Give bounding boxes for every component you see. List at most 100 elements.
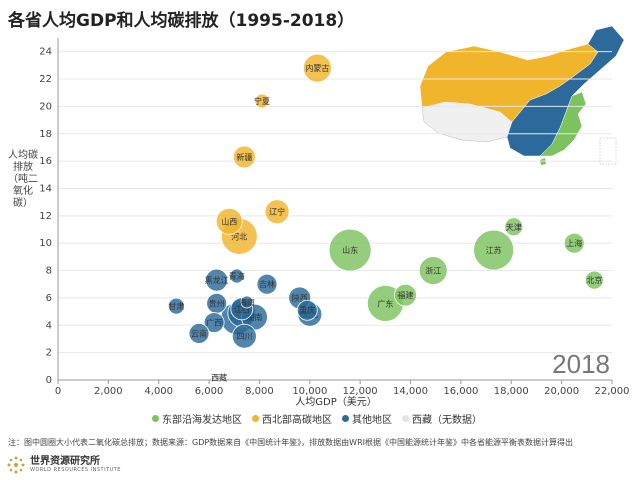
- legend-dot: [402, 415, 409, 422]
- bubble-重庆[interactable]: 重庆: [296, 299, 318, 321]
- bubble-circle: [504, 217, 524, 237]
- bubble-label: 上海: [566, 238, 582, 248]
- bubble-label: 北京: [586, 275, 602, 285]
- legend-item: 其他地区: [342, 411, 392, 426]
- bubble-label: 山西: [221, 216, 237, 226]
- x-tick-label: 18,000: [494, 386, 529, 397]
- bubble-circle: [473, 229, 515, 271]
- bubble-circle: [188, 323, 210, 344]
- bubble-circle: [229, 268, 245, 284]
- bubble-四川[interactable]: 四川: [231, 323, 257, 349]
- bubble-label: 内蒙古: [305, 63, 329, 73]
- bubble-吉林[interactable]: 吉林: [256, 273, 278, 295]
- footnote: 注：图中圆圈大小代表二氧化碳总排放；数据来源：GDP数据来自《中国统计年鉴》，排…: [8, 438, 574, 447]
- bubble-宁夏[interactable]: 宁夏: [254, 93, 270, 109]
- bubble-贵州[interactable]: 贵州: [206, 292, 228, 314]
- bubble-内蒙古[interactable]: 内蒙古: [302, 53, 332, 83]
- bubble-label: 湖南: [246, 312, 262, 322]
- bubble-浙江[interactable]: 浙江: [418, 256, 448, 285]
- legend-item: 西北部高碳地区: [252, 411, 332, 426]
- bubble-circle: [563, 232, 585, 254]
- bubble-label: 天津: [506, 222, 522, 232]
- bubble-甘肃[interactable]: 甘肃: [167, 297, 185, 315]
- bubble-circle: [203, 312, 225, 333]
- wri-logo-icon: [7, 456, 25, 474]
- bubble-circle: [296, 299, 318, 321]
- bubble-circle: [584, 270, 604, 290]
- bubble-黑龙江[interactable]: 黑龙江: [205, 268, 229, 292]
- x-tick-label: 16,000: [443, 386, 478, 397]
- y-tick-label: 6: [46, 293, 52, 304]
- bubble-circle: [215, 373, 223, 381]
- x-tick-label: 22,000: [595, 386, 630, 397]
- bubble-circle: [418, 256, 448, 285]
- legend-dot: [342, 415, 349, 422]
- map-east-region: [539, 91, 587, 157]
- bubble-北京[interactable]: 北京: [584, 270, 604, 290]
- logo-name: 世界资源研究所: [30, 456, 100, 467]
- china-map-inset: [419, 25, 625, 165]
- x-tick-label: 12,000: [343, 386, 378, 397]
- legend-label: 西藏（无数据）: [412, 415, 482, 426]
- y-tick-label: 8: [46, 266, 52, 277]
- year-label: 2018: [552, 349, 610, 379]
- bubble-label: 辽宁: [269, 207, 285, 217]
- bubble-circle: [302, 53, 332, 83]
- bubble-label: 陕西: [292, 293, 308, 303]
- bubble-layer: 山东江苏河北广东河南内蒙古浙江安徽山西湖南辽宁湖北四川新疆福建黑龙江陕西江西上海…: [167, 53, 604, 382]
- bubble-label: 广西: [206, 318, 222, 328]
- bubble-circle: [264, 199, 290, 225]
- bubble-circle: [232, 145, 256, 169]
- wri-logo: 世界资源研究所 WORLD RESOURCES INSTITUTE: [6, 455, 121, 475]
- bubble-label: 宁夏: [254, 96, 270, 106]
- bubble-label: 新疆: [236, 152, 252, 162]
- y-tick-label: 20: [39, 101, 52, 112]
- y-axis-label: 人均碳排放（吨二氧化碳）: [8, 150, 38, 210]
- bubble-label: 河北: [231, 231, 247, 241]
- x-tick-label: 20,000: [544, 386, 579, 397]
- bubble-circle: [394, 283, 417, 307]
- y-tick-label: 18: [39, 129, 52, 140]
- bubble-广西[interactable]: 广西: [203, 312, 225, 333]
- bubble-circle: [328, 228, 372, 272]
- legend-dot: [252, 415, 259, 422]
- bubble-label: 贵州: [209, 298, 225, 308]
- bubble-山西[interactable]: 山西: [215, 207, 243, 235]
- bubble-label: 云南: [191, 328, 207, 338]
- bubble-label: 海南: [239, 297, 255, 307]
- bubble-label: 青海: [229, 271, 245, 281]
- bubble-label: 山东: [342, 245, 358, 255]
- x-tick-label: 6,000: [195, 386, 224, 397]
- bubble-海南[interactable]: 海南: [239, 295, 255, 309]
- bubble-云南[interactable]: 云南: [188, 323, 210, 344]
- bubble-山东[interactable]: 山东: [328, 228, 372, 272]
- bubble-label: 广东: [377, 298, 393, 308]
- bubble-辽宁[interactable]: 辽宁: [264, 199, 290, 225]
- legend-item: 东部沿海发达地区: [152, 411, 242, 426]
- x-tick-label: 0: [55, 386, 61, 397]
- bubble-circle: [254, 93, 270, 109]
- bubble-上海[interactable]: 上海: [563, 232, 585, 254]
- bubble-label: 江苏: [486, 245, 502, 255]
- bubble-新疆[interactable]: 新疆: [232, 145, 256, 169]
- bubble-label: 四川: [236, 332, 252, 341]
- x-tick-label: 8,000: [245, 386, 274, 397]
- legend-item: 西藏（无数据）: [402, 411, 482, 426]
- bubble-label: 吉林: [259, 279, 275, 289]
- bubble-circle: [215, 207, 243, 235]
- y-tick-label: 2: [46, 348, 52, 359]
- y-tick-label: 4: [46, 320, 52, 331]
- x-tick-label: 4,000: [144, 386, 173, 397]
- bubble-福建[interactable]: 福建: [394, 283, 417, 307]
- bubble-天津[interactable]: 天津: [504, 217, 524, 237]
- bubble-circle: [205, 268, 229, 292]
- bubble-label: 黑龙江: [205, 275, 229, 285]
- y-tick-label: 24: [39, 47, 52, 58]
- map-south-sea-box: [599, 137, 617, 165]
- bubble-青海[interactable]: 青海: [229, 268, 245, 284]
- bubble-西藏[interactable]: 西藏: [211, 372, 227, 382]
- bubble-江苏[interactable]: 江苏: [473, 229, 515, 271]
- bubble-label: 重庆: [299, 305, 315, 315]
